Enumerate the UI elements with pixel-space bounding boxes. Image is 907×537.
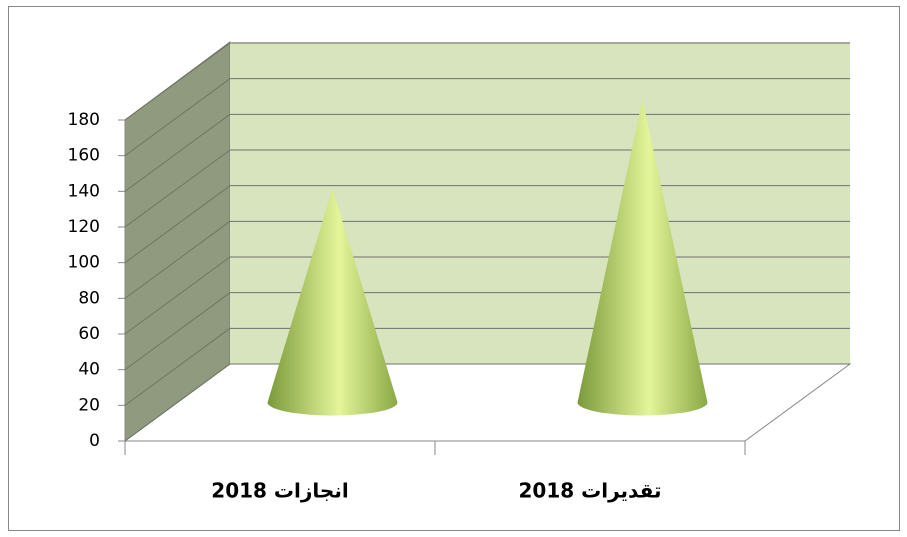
y-tick-label: 0 — [89, 431, 100, 451]
y-tick-label: 180 — [68, 110, 100, 130]
grid-line — [124, 292, 231, 371]
grid-line — [124, 256, 231, 335]
grid-line — [124, 220, 231, 299]
grid-line — [124, 327, 231, 406]
cone — [267, 188, 398, 416]
x-tick-label: تقديرات 2018 — [519, 479, 662, 503]
y-tick-label: 160 — [68, 146, 100, 166]
y-tick-label: 100 — [68, 253, 100, 273]
grid-line — [124, 113, 231, 192]
y-tick-label: 60 — [78, 324, 100, 344]
cone — [577, 99, 708, 416]
grid-line — [124, 149, 231, 228]
y-tick-label: 140 — [68, 181, 100, 201]
floor — [123, 363, 852, 442]
x-tick-label: انجازات 2018 — [211, 479, 348, 503]
y-tick-label: 120 — [68, 217, 100, 237]
y-tick-label: 20 — [78, 395, 100, 415]
y-tick-label: 40 — [78, 360, 100, 380]
y-tick-label: 80 — [78, 288, 100, 308]
grid-line — [124, 363, 231, 442]
grid-line — [124, 78, 231, 157]
grid-line — [124, 185, 231, 264]
grid-line — [124, 42, 231, 121]
